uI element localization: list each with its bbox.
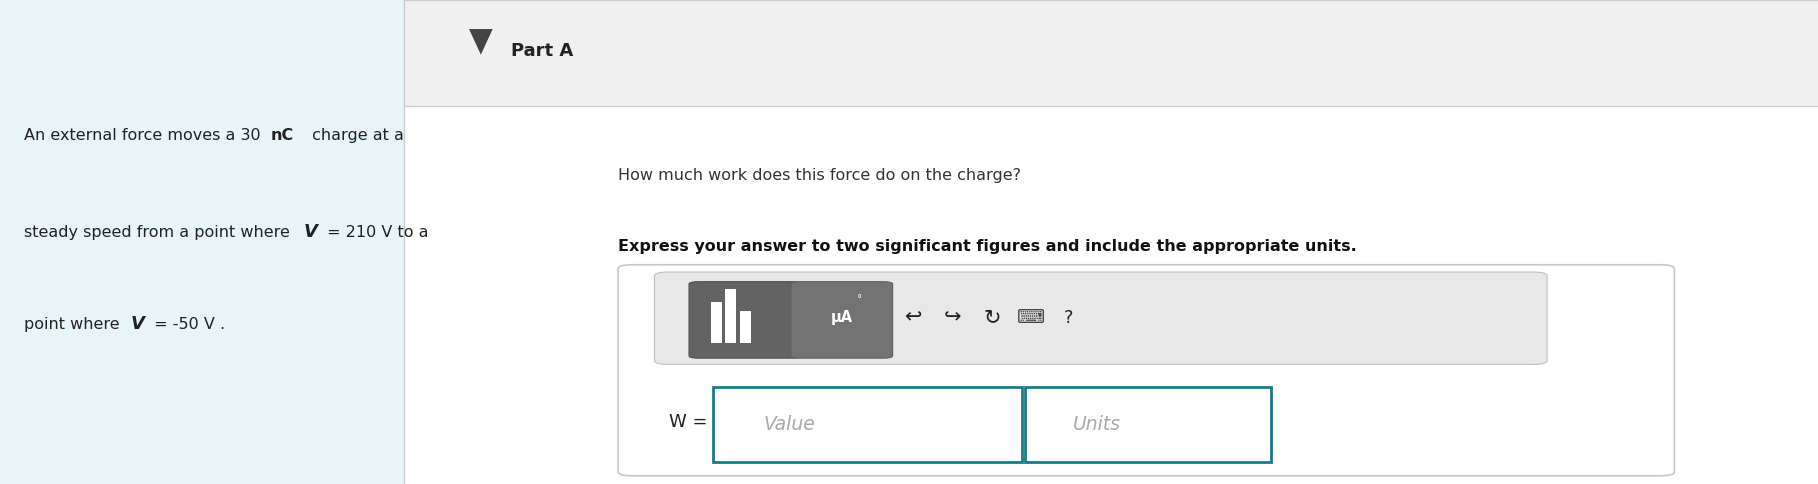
Text: = -50 V .: = -50 V .: [149, 317, 225, 332]
Text: V: V: [304, 223, 318, 242]
Text: μA: μA: [831, 310, 853, 324]
Text: Units: Units: [1073, 415, 1120, 435]
FancyBboxPatch shape: [0, 0, 404, 484]
FancyBboxPatch shape: [1025, 387, 1271, 462]
Text: ↩: ↩: [904, 307, 922, 328]
FancyBboxPatch shape: [654, 272, 1547, 364]
FancyBboxPatch shape: [689, 282, 802, 358]
Text: nC: nC: [271, 128, 295, 143]
Text: Part A: Part A: [511, 42, 573, 60]
Text: charge at a: charge at a: [307, 128, 404, 143]
Bar: [740, 311, 751, 343]
Text: ?: ?: [1064, 308, 1074, 327]
Text: ↻: ↻: [984, 307, 1002, 328]
Text: point where: point where: [24, 317, 124, 332]
Text: steady speed from a point where: steady speed from a point where: [24, 225, 295, 240]
Text: V: V: [131, 315, 145, 333]
FancyBboxPatch shape: [713, 387, 1022, 462]
Bar: [711, 302, 722, 343]
Text: ↪: ↪: [944, 307, 962, 328]
Text: How much work does this force do on the charge?: How much work does this force do on the …: [618, 168, 1022, 182]
Text: °: °: [858, 294, 862, 303]
Text: = 210 V to a: = 210 V to a: [322, 225, 429, 240]
FancyBboxPatch shape: [618, 265, 1674, 476]
FancyBboxPatch shape: [791, 282, 893, 358]
Text: An external force moves a 30: An external force moves a 30: [24, 128, 265, 143]
Text: W =: W =: [669, 413, 707, 431]
Polygon shape: [469, 29, 493, 55]
Text: Express your answer to two significant figures and include the appropriate units: Express your answer to two significant f…: [618, 240, 1356, 254]
Text: Value: Value: [764, 415, 814, 435]
Text: ⌨: ⌨: [1016, 308, 1045, 327]
FancyBboxPatch shape: [404, 0, 1818, 106]
Bar: [725, 289, 736, 343]
